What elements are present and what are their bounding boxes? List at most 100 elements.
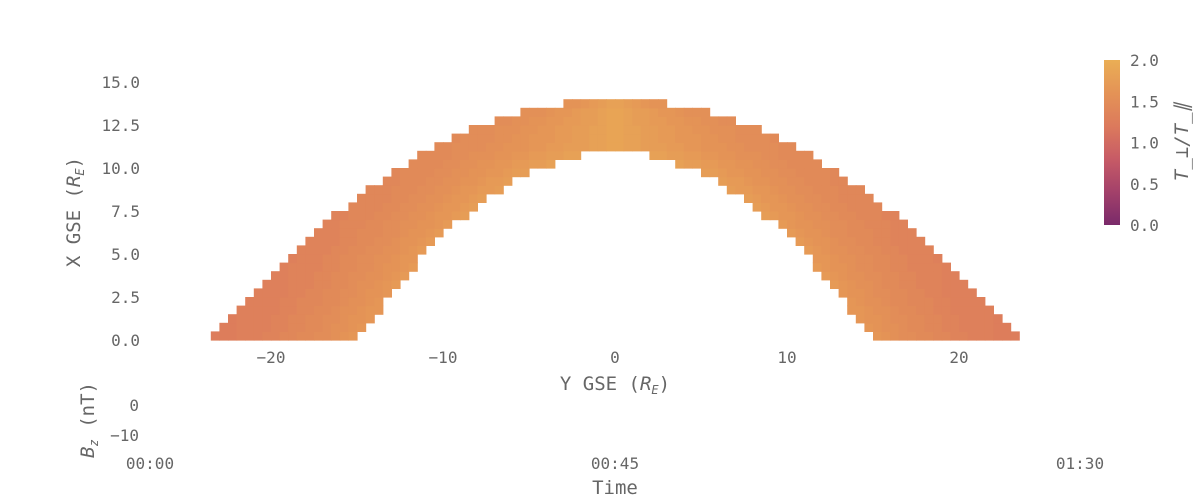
heatmap-cell xyxy=(898,236,908,246)
heatmap-cell xyxy=(314,279,324,289)
heatmap-cell xyxy=(434,168,444,178)
heatmap-cell xyxy=(339,305,349,315)
heatmap-cell xyxy=(821,168,831,178)
heatmap-cell xyxy=(812,254,822,264)
heatmap-cell xyxy=(382,262,392,272)
heatmap-cell xyxy=(288,288,298,298)
heatmap-cell xyxy=(365,288,375,298)
heatmap-cell xyxy=(425,150,435,160)
heatmap-cell xyxy=(486,125,496,135)
heatmap-cell xyxy=(830,228,840,238)
heatmap-cell xyxy=(890,314,900,324)
heatmap-cell xyxy=(718,125,728,135)
heatmap-cell xyxy=(460,142,470,152)
heatmap-cell xyxy=(847,279,857,289)
heatmap-cell xyxy=(812,228,822,238)
heatmap-cell xyxy=(795,185,805,195)
heatmap-cell xyxy=(615,116,625,126)
heatmap-cell xyxy=(769,202,779,212)
heatmap-cell xyxy=(339,271,349,281)
heatmap-cell xyxy=(357,271,367,281)
heatmap-cell xyxy=(451,150,461,160)
heatmap-cell xyxy=(744,133,754,143)
heatmap-cell xyxy=(296,262,306,272)
heatmap-cell xyxy=(348,211,358,221)
heatmap-cell xyxy=(503,133,513,143)
heatmap-cell xyxy=(365,262,375,272)
heatmap-cell xyxy=(382,236,392,246)
heatmap-cell xyxy=(365,245,375,255)
heatmap-cell xyxy=(864,314,874,324)
heatmap-cell xyxy=(606,107,616,117)
heatmap-cell xyxy=(391,254,401,264)
heatmap-cell xyxy=(933,314,943,324)
heatmap-cell xyxy=(279,322,289,332)
heatmap-cell xyxy=(305,314,315,324)
heatmap-cell xyxy=(761,176,771,186)
heatmap-cell xyxy=(984,331,994,341)
heatmap-cell xyxy=(296,279,306,289)
heatmap-cell xyxy=(890,322,900,332)
heatmap-cell xyxy=(726,159,736,169)
heatmap-cell xyxy=(400,211,410,221)
heatmap-cell xyxy=(898,279,908,289)
heatmap-cell xyxy=(615,133,625,143)
heatmap-cell xyxy=(666,107,676,117)
heatmap-cell xyxy=(873,219,883,229)
heatmap-cell xyxy=(460,150,470,160)
heatmap-cell xyxy=(322,245,332,255)
heatmap-cell xyxy=(855,219,865,229)
heatmap-cell xyxy=(864,262,874,272)
heatmap-cell xyxy=(984,314,994,324)
heatmap-cell xyxy=(649,107,659,117)
heatmap-cell xyxy=(623,116,633,126)
heatmap-cell xyxy=(967,305,977,315)
heatmap-cell xyxy=(563,150,573,160)
heatmap-cell xyxy=(666,116,676,126)
heatmap-cell xyxy=(898,297,908,307)
heatmap-cell xyxy=(933,331,943,341)
heatmap-cell xyxy=(529,159,539,169)
heatmap-cell xyxy=(374,262,384,272)
heatmap-cell xyxy=(503,168,513,178)
colorbar-tick-0.0: 0.0 xyxy=(1130,216,1159,235)
heatmap-cell xyxy=(847,262,857,272)
heatmap-cell xyxy=(984,322,994,332)
heatmap-cell xyxy=(778,150,788,160)
heatmap-cell xyxy=(950,271,960,281)
heatmap-cell xyxy=(331,254,341,264)
heatmap-cell xyxy=(769,168,779,178)
heatmap-cell xyxy=(357,279,367,289)
heatmap-cell xyxy=(959,305,969,315)
heatmap-cell xyxy=(451,142,461,152)
heatmap-cell xyxy=(847,297,857,307)
heatmap-cell xyxy=(864,236,874,246)
heatmap-cell xyxy=(271,331,281,341)
heatmap-cell xyxy=(649,142,659,152)
heatmap-cell xyxy=(511,150,521,160)
heatmap-cell xyxy=(959,297,969,307)
heatmap-cell xyxy=(623,99,633,109)
heatmap-cell xyxy=(838,254,848,264)
heatmap-cell xyxy=(873,331,883,341)
heatmap-cell xyxy=(830,279,840,289)
heatmap-cell xyxy=(434,185,444,195)
heatmap-cell xyxy=(795,159,805,169)
heatmap-cell xyxy=(821,211,831,221)
heatmap-cell xyxy=(511,142,521,152)
heatmap-cell xyxy=(580,125,590,135)
heatmap-cell xyxy=(675,107,685,117)
heatmap-cell xyxy=(529,116,539,126)
heatmap-cell xyxy=(735,142,745,152)
heatmap-cell xyxy=(365,254,375,264)
heatmap-cell xyxy=(812,236,822,246)
heatmap-cell xyxy=(744,159,754,169)
y-tick-label: 12.5 xyxy=(101,116,140,135)
heatmap-cell xyxy=(486,159,496,169)
heatmap-cell xyxy=(554,107,564,117)
heatmap-cell xyxy=(752,193,762,203)
heatmap-cell xyxy=(331,236,341,246)
heatmap-cell xyxy=(253,297,263,307)
heatmap-cell xyxy=(769,176,779,186)
